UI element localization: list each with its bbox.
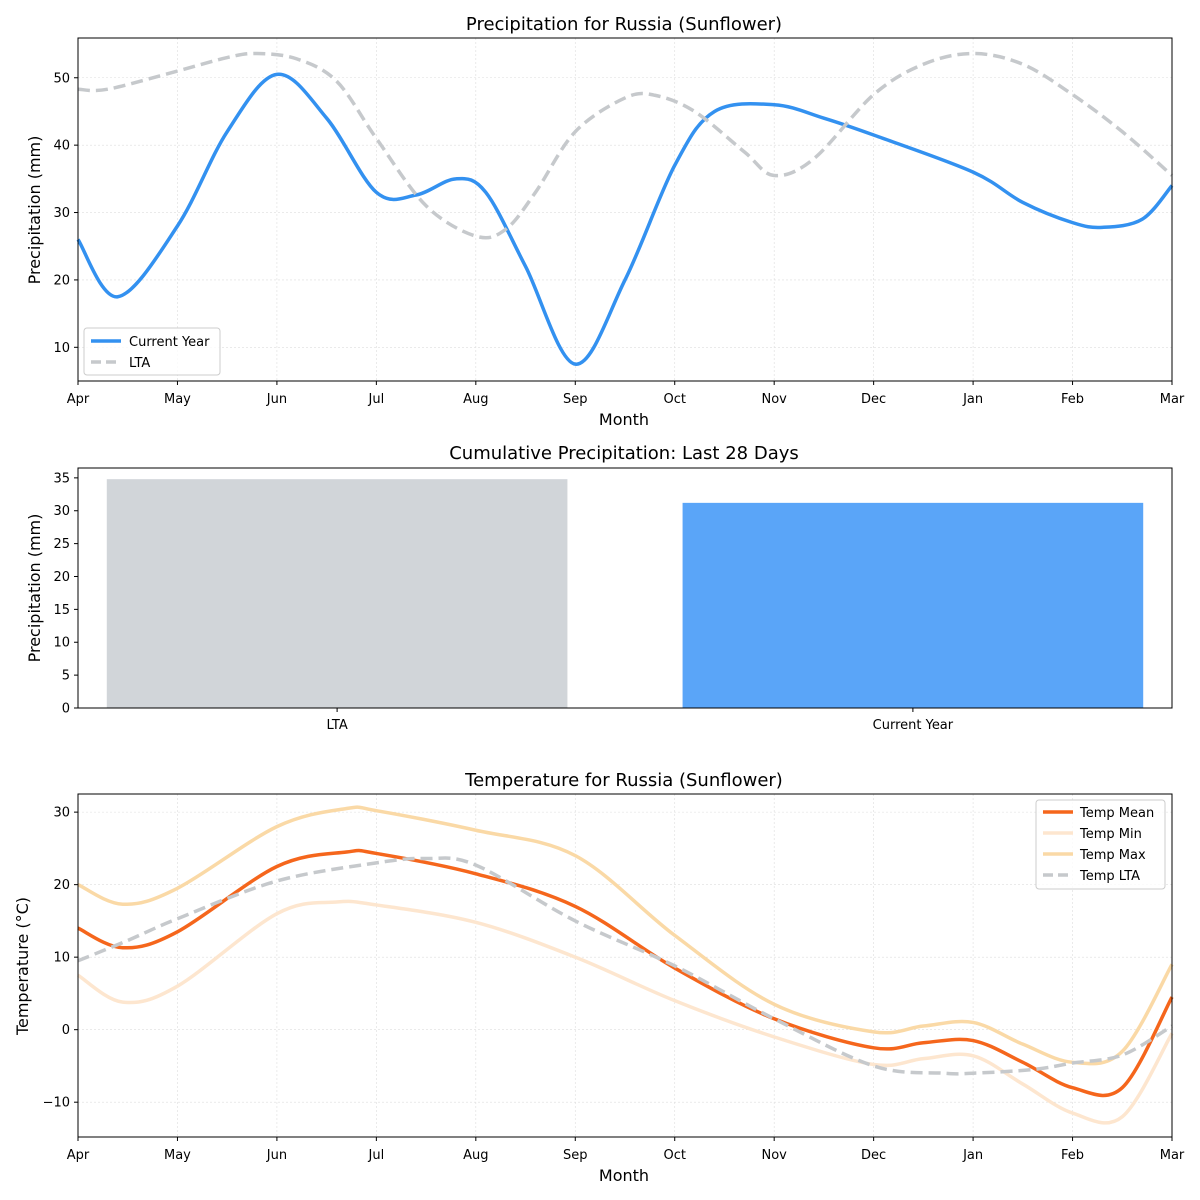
temp-chart-title: Temperature for Russia (Sunflower) xyxy=(464,770,783,791)
precip-series-line-lta xyxy=(77,51,1174,240)
temperature-line-panel: Temperature for Russia (Sunflower) Apr Ma… xyxy=(13,770,1185,1185)
temp-x-ticks: Apr May Jun Jul Aug Sep Oct Nov Dec Jan Feb Mar xyxy=(67,1137,1185,1163)
temp-y-tick-20: 20 xyxy=(53,878,70,893)
cumulative-y-tick-35: 35 xyxy=(53,471,70,486)
precip-x-tick-jul: Jul xyxy=(368,392,385,407)
precip-x-tick-sep: Sep xyxy=(563,392,588,407)
temp-y-tick-10: −10 xyxy=(43,1096,70,1111)
precip-y-tick-50: 50 xyxy=(53,71,70,86)
cumulative-y-tick-15: 15 xyxy=(53,603,70,618)
temp-x-tick-jun: Jun xyxy=(266,1148,287,1163)
temp-series-line-temp-max xyxy=(77,805,1174,1066)
temp-axes-frame xyxy=(77,793,1173,1138)
temp-y-ticks: 30 20 10 0 −10 xyxy=(43,806,78,1111)
precip-x-tick-nov: Nov xyxy=(761,392,787,407)
temp-x-tick-jan: Jan xyxy=(962,1148,983,1163)
temp-y-tick-0: 0 xyxy=(62,1023,70,1038)
precip-x-tick-may: May xyxy=(164,392,191,407)
precip-y-tick-40: 40 xyxy=(53,139,70,154)
temp-x-tick-oct: Oct xyxy=(663,1148,685,1163)
precip-x-tick-oct: Oct xyxy=(663,392,685,407)
precip-x-ticks: Apr May Jun Jul Aug Sep Oct Nov Dec Jan Feb Mar xyxy=(67,381,1185,407)
cumulative-bar-current-year xyxy=(682,502,1144,708)
cumulative-y-axis-label: Precipitation (mm) xyxy=(25,514,44,663)
cumulative-x-ticks: LTA Current Year xyxy=(326,708,954,733)
cumulative-y-tick-5: 5 xyxy=(62,669,70,684)
precip-y-tick-20: 20 xyxy=(53,273,70,288)
precip-y-axis-label: Precipitation (mm) xyxy=(25,136,44,285)
temp-x-tick-aug: Aug xyxy=(463,1148,488,1163)
precip-axes-frame xyxy=(77,37,1173,382)
temp-legend-label-lta: Temp LTA xyxy=(1079,869,1140,884)
temp-series-line-temp-min xyxy=(77,899,1174,1125)
temp-y-axis-label: Temperature (°C) xyxy=(13,897,32,1036)
temp-legend: Temp Mean Temp Min Temp Max Temp LTA xyxy=(1035,799,1166,890)
temp-x-tick-nov: Nov xyxy=(761,1148,787,1163)
cumulative-y-tick-0: 0 xyxy=(62,702,70,717)
precip-legend: Current Year LTA xyxy=(83,327,221,376)
temp-x-tick-may: May xyxy=(164,1148,191,1163)
temp-x-tick-jul: Jul xyxy=(368,1148,385,1163)
cumulative-y-ticks: 0 5 10 15 20 25 30 35 xyxy=(53,471,78,717)
precip-x-axis-label: Month xyxy=(599,410,649,429)
precipitation-line-panel: Precipitation for Russia (Sunflower) Apr… xyxy=(25,14,1185,429)
temp-x-tick-dec: Dec xyxy=(861,1148,886,1163)
precip-x-tick-apr: Apr xyxy=(67,392,90,407)
cumulative-bar-panel: Cumulative Precipitation: Last 28 Days L… xyxy=(25,443,1173,733)
precip-y-tick-10: 10 xyxy=(53,341,70,356)
cumulative-y-tick-20: 20 xyxy=(53,570,70,585)
precip-legend-label-current: Current Year xyxy=(129,335,210,350)
temp-series xyxy=(77,805,1174,1125)
precip-chart-title: Precipitation for Russia (Sunflower) xyxy=(466,14,782,35)
cumulative-x-tick-current-year: Current Year xyxy=(873,718,954,733)
precip-y-ticks: 10 20 30 40 50 xyxy=(53,71,78,356)
cumulative-y-tick-30: 30 xyxy=(53,504,70,519)
temp-legend-label-min: Temp Min xyxy=(1079,827,1142,842)
temp-legend-label-mean: Temp Mean xyxy=(1079,806,1154,821)
cumulative-bars xyxy=(106,479,1144,708)
cumulative-axes-frame xyxy=(77,467,1173,709)
precip-x-tick-mar: Mar xyxy=(1160,392,1185,407)
precip-y-tick-30: 30 xyxy=(53,206,70,221)
cumulative-y-tick-25: 25 xyxy=(53,537,70,552)
cumulative-x-tick-lta: LTA xyxy=(326,718,347,733)
temp-y-tick-30: 30 xyxy=(53,806,70,821)
temp-y-tick-10: 10 xyxy=(53,951,70,966)
precip-x-tick-jan: Jan xyxy=(962,392,983,407)
temp-x-tick-apr: Apr xyxy=(67,1148,90,1163)
temp-x-tick-sep: Sep xyxy=(563,1148,588,1163)
cumulative-chart-title: Cumulative Precipitation: Last 28 Days xyxy=(449,443,799,464)
temp-legend-box xyxy=(1035,799,1166,890)
temp-legend-label-max: Temp Max xyxy=(1079,848,1146,863)
cumulative-y-tick-10: 10 xyxy=(53,636,70,651)
precip-x-tick-aug: Aug xyxy=(463,392,488,407)
precip-x-tick-dec: Dec xyxy=(861,392,886,407)
temp-x-tick-mar: Mar xyxy=(1160,1148,1185,1163)
precip-series-line-current-year xyxy=(76,72,1174,366)
cumulative-bar-lta xyxy=(106,479,568,708)
precip-legend-label-lta: LTA xyxy=(129,356,150,371)
temp-x-axis-label: Month xyxy=(599,1166,649,1185)
precip-x-tick-feb: Feb xyxy=(1061,392,1084,407)
precip-x-tick-jun: Jun xyxy=(266,392,287,407)
temp-x-tick-feb: Feb xyxy=(1061,1148,1084,1163)
precip-series xyxy=(76,51,1174,366)
